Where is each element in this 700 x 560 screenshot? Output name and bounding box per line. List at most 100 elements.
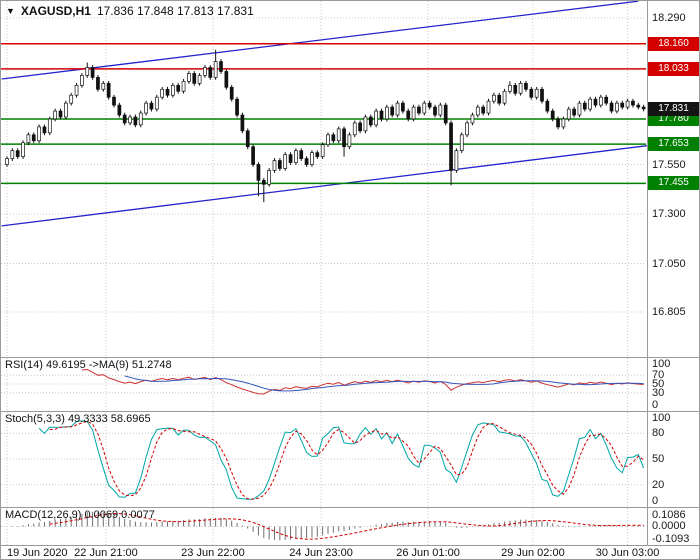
candle — [278, 160, 282, 169]
trend-line[interactable] — [1, 1, 639, 80]
stoch-d-line — [49, 420, 644, 500]
candle — [240, 114, 245, 132]
price-scale-label: 18.290 — [652, 12, 686, 24]
candle — [406, 110, 411, 120]
trend-line[interactable] — [1, 139, 647, 227]
stoch-scale-label: 20 — [652, 478, 665, 491]
price-scale-divider — [647, 1, 648, 545]
candle — [53, 110, 58, 120]
candle — [582, 102, 587, 110]
time-axis-label: 29 Jun 02:00 — [501, 547, 565, 559]
candle — [363, 116, 368, 132]
candle — [508, 84, 512, 92]
rsi-scale-label: 100 — [652, 358, 671, 370]
candle — [368, 116, 373, 126]
candle — [187, 73, 191, 82]
candle — [385, 106, 389, 120]
candle — [31, 134, 36, 142]
candle — [37, 126, 41, 142]
candle — [417, 106, 421, 114]
stochastic-panel-canvas[interactable] — [1, 412, 647, 507]
candle — [267, 170, 271, 185]
chart-header: ▼ XAGUSD,H1 17.836 17.848 17.813 17.831 — [6, 4, 254, 18]
candle — [502, 90, 507, 104]
candle — [165, 88, 170, 96]
candle — [283, 154, 288, 169]
candle — [545, 100, 550, 112]
candle — [154, 96, 159, 110]
candle — [395, 102, 400, 116]
macd-panel-canvas[interactable] — [1, 508, 647, 545]
candle — [534, 88, 539, 98]
candle — [475, 106, 480, 116]
candle — [470, 114, 475, 124]
candle — [192, 73, 197, 84]
candle — [288, 154, 293, 163]
candle — [320, 144, 325, 157]
candle — [90, 67, 95, 78]
time-axis-label: 22 Jun 21:00 — [74, 547, 138, 559]
candle — [390, 106, 395, 116]
candle — [203, 67, 207, 76]
price-scale-label: 17.550 — [652, 158, 686, 171]
price-scale-label: 17.300 — [652, 208, 686, 221]
candle — [21, 142, 25, 157]
macd-signal-line — [49, 513, 644, 540]
time-axis-label: 30 Jun 03:00 — [595, 547, 660, 559]
candle — [513, 84, 518, 94]
candle — [69, 94, 74, 104]
candle — [641, 106, 646, 110]
candle — [529, 88, 534, 98]
candle — [556, 118, 560, 128]
candle — [331, 134, 336, 142]
candle — [96, 77, 100, 90]
candle — [577, 102, 582, 116]
candle — [497, 94, 502, 104]
time-axis-label: 26 Jun 01:00 — [396, 547, 460, 559]
candle — [256, 164, 261, 181]
candle — [42, 126, 47, 134]
candle — [486, 100, 491, 114]
candle — [117, 104, 122, 116]
candle — [449, 122, 453, 171]
rsi-scale-label: 50 — [652, 378, 665, 390]
candle — [85, 67, 90, 76]
candle — [304, 158, 309, 165]
candle — [620, 102, 625, 108]
candle — [235, 98, 239, 116]
candle — [588, 98, 593, 110]
rsi-panel-canvas[interactable] — [1, 358, 647, 411]
candle — [550, 110, 555, 120]
candle — [454, 150, 459, 171]
rsi-scale-label: 70 — [652, 369, 665, 382]
rsi-ma-line — [124, 375, 644, 392]
candle — [272, 160, 277, 171]
candle — [540, 88, 544, 102]
candle — [604, 96, 609, 104]
candle — [609, 102, 614, 112]
candle — [138, 112, 143, 126]
candle — [438, 104, 443, 116]
panel-separator — [1, 507, 699, 508]
candle — [26, 134, 31, 144]
main-chart-canvas[interactable] — [1, 1, 647, 357]
macd-scale-label: 0.0000 — [652, 520, 686, 533]
candle — [197, 75, 202, 84]
candle — [374, 110, 378, 126]
candle — [47, 118, 52, 134]
candle — [224, 71, 229, 88]
candle — [598, 96, 603, 106]
candle — [561, 118, 566, 128]
macd-scale-label: 0.1086 — [652, 509, 686, 521]
symbol-dropdown-icon[interactable]: ▼ — [6, 6, 15, 16]
price-scale-label: 16.805 — [652, 306, 686, 319]
rsi-indicator-label: RSI(14) 49.6195 ->MA(9) 51.2748 — [5, 359, 172, 371]
price-level-badge: 17.653 — [648, 137, 699, 152]
candle — [572, 108, 576, 116]
candle — [636, 104, 641, 108]
candle — [58, 110, 63, 118]
candle — [106, 82, 111, 98]
candle — [347, 134, 352, 148]
candle — [219, 61, 223, 72]
